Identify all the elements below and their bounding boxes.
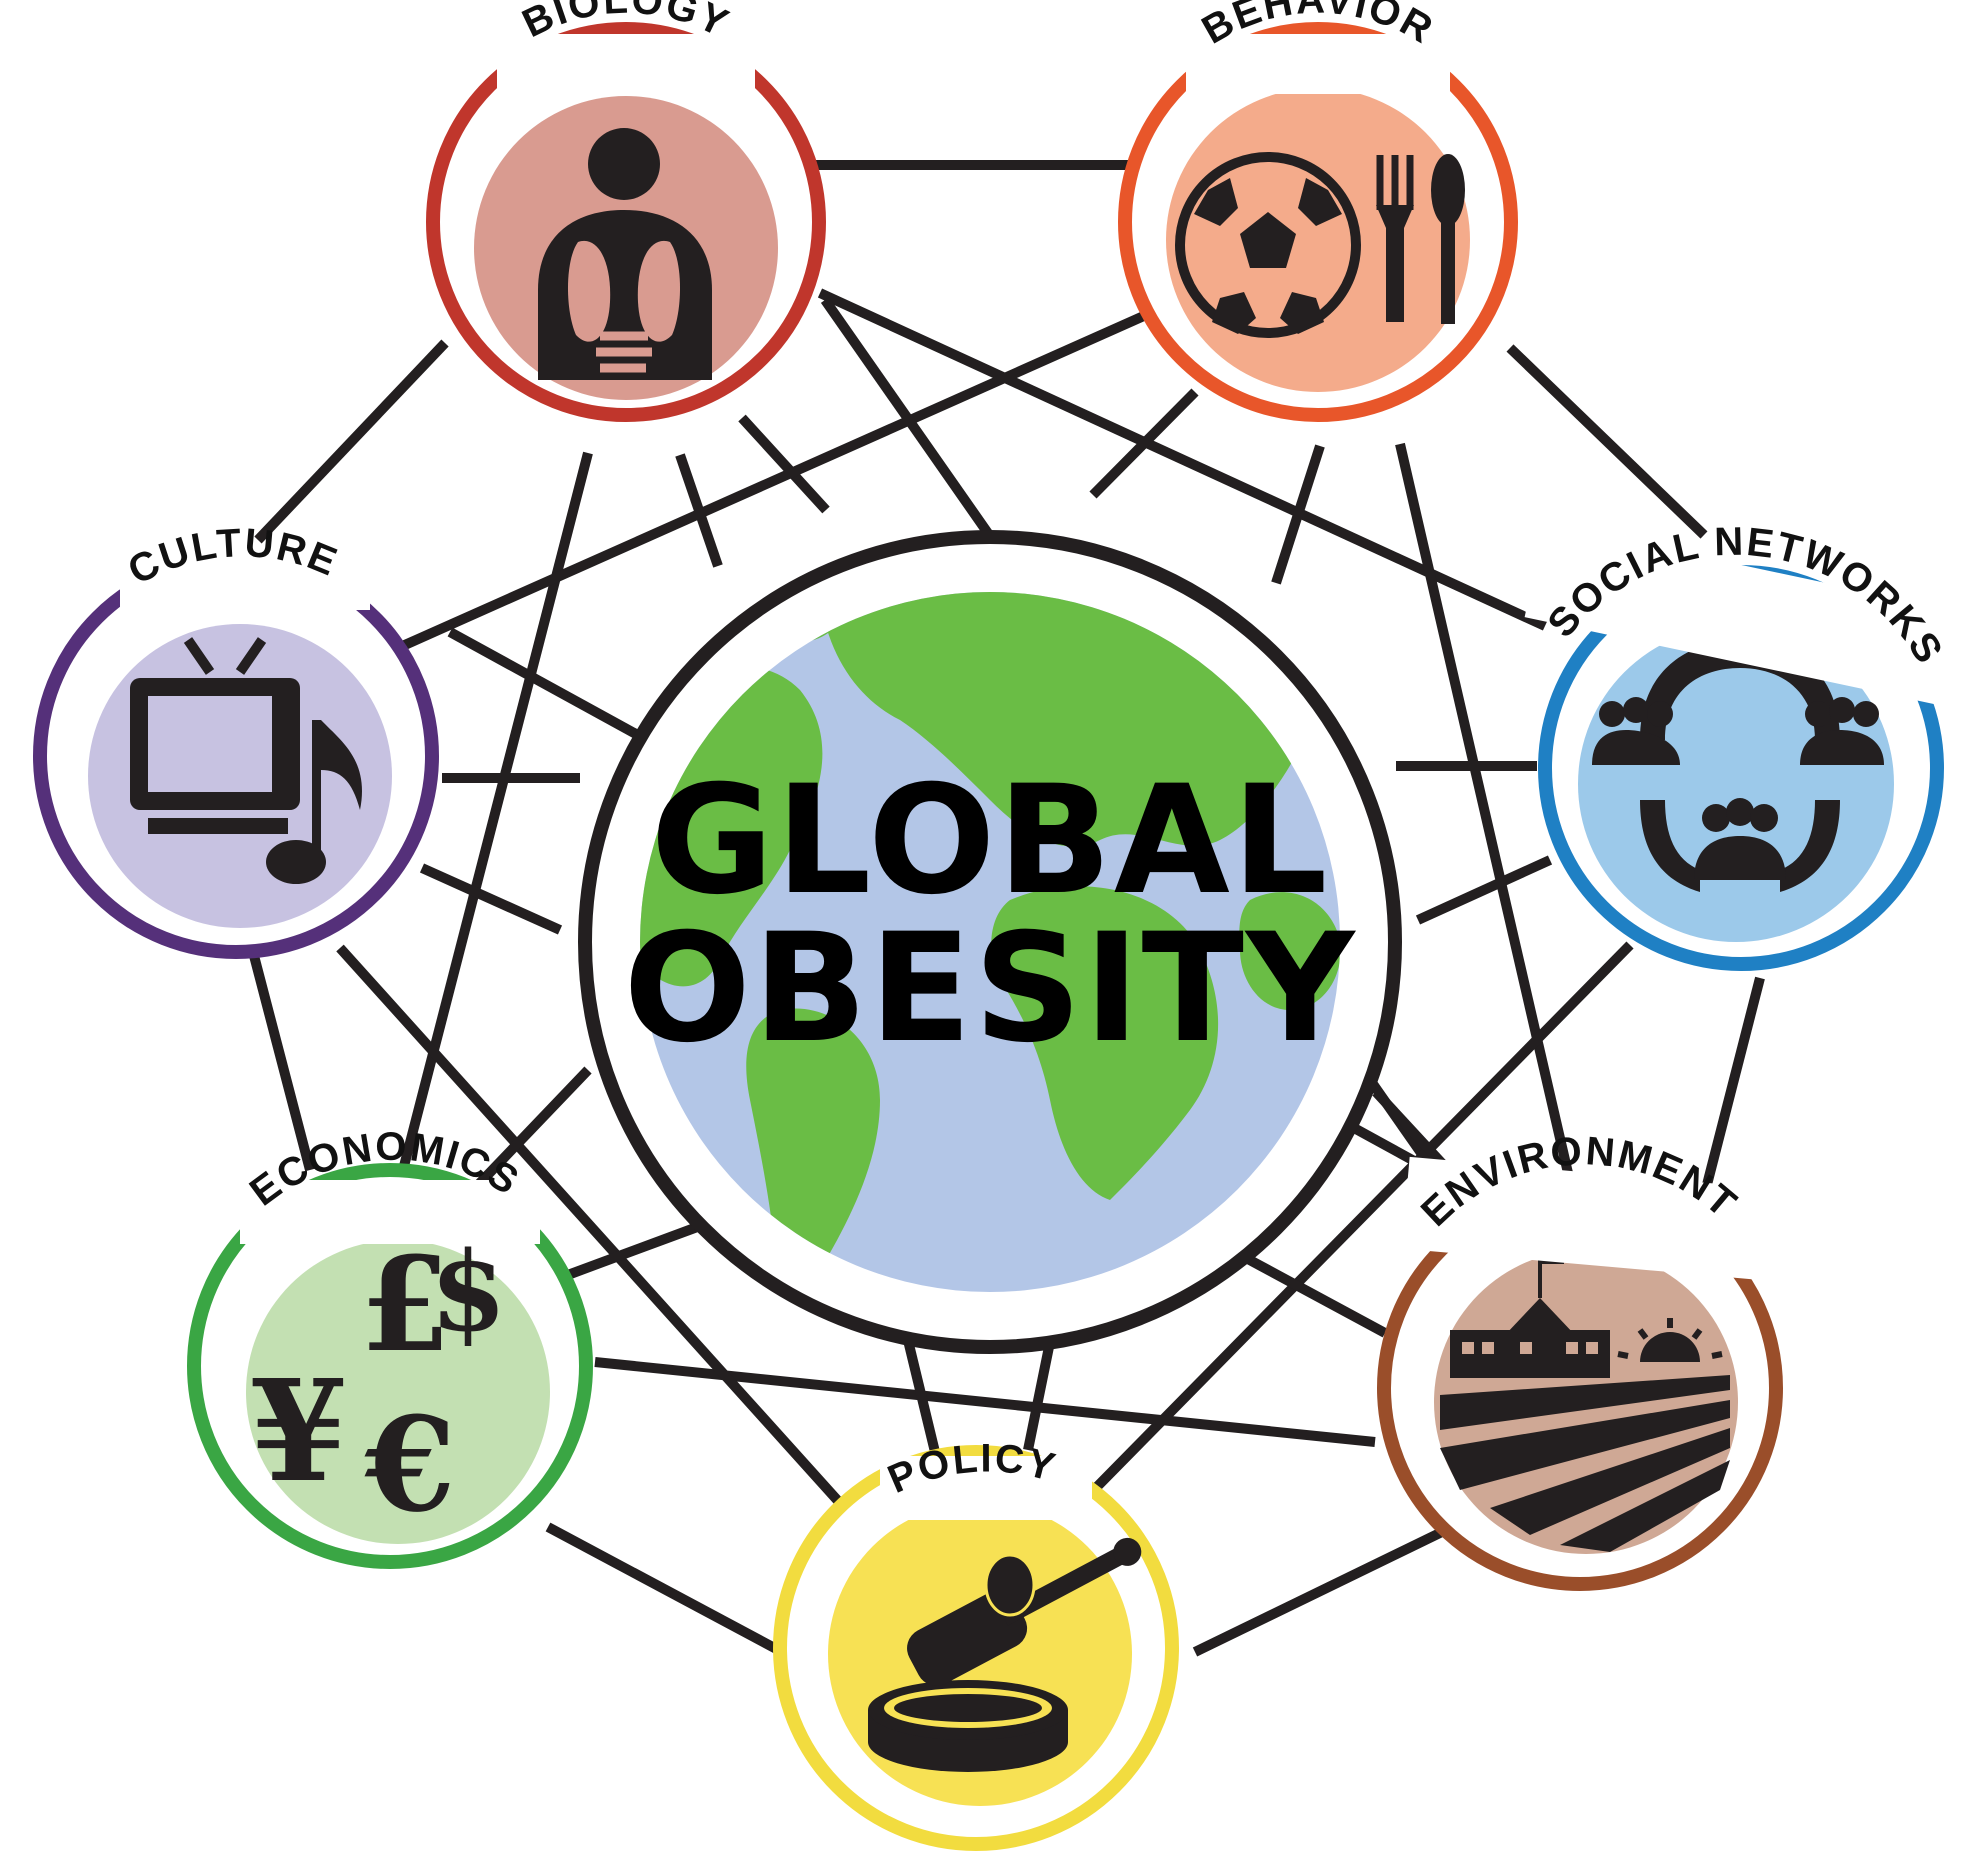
connector-biology-global-b — [738, 414, 830, 514]
connector-behavior-culture — [395, 310, 1149, 653]
gavel-icon — [868, 1537, 1142, 1772]
connector-behavior-global-b — [1271, 444, 1325, 585]
currency-symbols-icon: £ $ ¥ € — [250, 1227, 507, 1541]
connector-policy-global — [901, 1330, 940, 1454]
node-social-networks: SOCIAL NETWORKS — [1524, 520, 1956, 971]
node-culture: CULTURE — [33, 521, 439, 959]
tv-and-music-note-icon — [130, 637, 362, 884]
node-behavior: BEHAVIOR — [1118, 0, 1518, 422]
center-title-line2: OBESITY — [623, 902, 1356, 1076]
node-environment: ENVIRONMENT — [1377, 1129, 1783, 1591]
dollar-symbol: $ — [430, 1227, 507, 1356]
connector-behavior-social — [1506, 344, 1708, 539]
connector-environment-policy — [1192, 1525, 1449, 1657]
people-groups-icon — [1592, 640, 1884, 892]
connector-policy-economics — [545, 1522, 785, 1657]
connector-economics-global — [563, 1221, 702, 1281]
human-organs-icon — [538, 128, 712, 380]
connector-economics-culture — [247, 946, 315, 1172]
node-biology: BIOLOGY — [426, 0, 826, 422]
pound-symbol: £ — [360, 1228, 450, 1381]
connector-biology-culture — [254, 339, 449, 544]
connector-behavior-global — [1089, 388, 1199, 499]
school-and-farmland-icon — [1440, 1250, 1730, 1552]
yen-symbol: ¥ — [250, 1350, 347, 1514]
connector-policy-global-b — [1023, 1341, 1055, 1451]
node-economics: £ $ ¥ € ECONOMICS — [187, 1125, 593, 1569]
center-title-line1: GLOBAL — [651, 754, 1330, 928]
connector-economics-global-b — [474, 1066, 592, 1189]
node-policy: POLICY — [773, 1436, 1179, 1851]
connector-environment-economics — [594, 1357, 1376, 1447]
connector-social-policy — [1080, 941, 1634, 1504]
soccer-ball-and-cutlery-icon — [1175, 152, 1465, 338]
connector-social-environment — [1695, 976, 1765, 1214]
economics-fill — [246, 1240, 550, 1544]
connector-social-global-b — [1415, 855, 1553, 925]
euro-symbol: € — [364, 1388, 455, 1541]
connector-behavior-environment — [1395, 442, 1573, 1175]
global-obesity-hub: GLOBAL OBESITY — [578, 530, 1402, 1354]
connector-policy-culture — [336, 944, 852, 1516]
connector-environment-global-b — [1243, 1253, 1388, 1338]
connector-culture-global-b — [419, 863, 563, 935]
